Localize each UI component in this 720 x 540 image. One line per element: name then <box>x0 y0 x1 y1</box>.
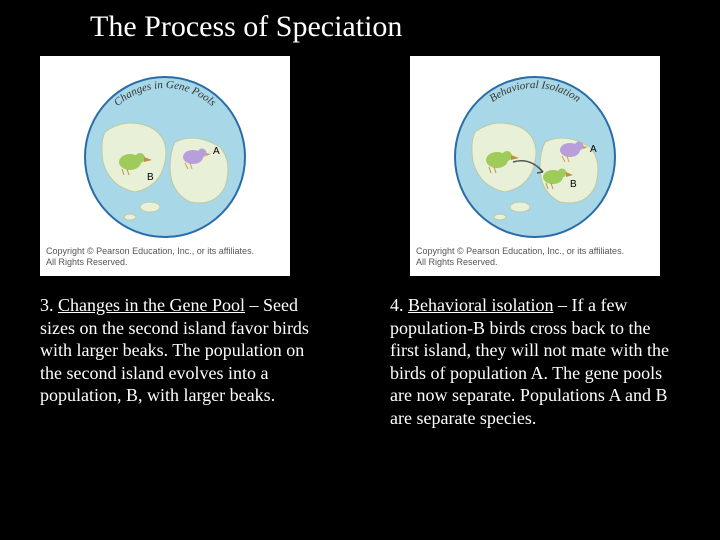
copyright-left: Copyright © Pearson Education, Inc., or … <box>46 246 284 268</box>
copyright-right: Copyright © Pearson Education, Inc., or … <box>416 246 654 268</box>
diagram-gene-pool: Changes in Gene Pools <box>40 56 290 276</box>
label-b-r: B <box>570 179 577 190</box>
slide: The Process of Speciation Changes in Gen… <box>0 0 720 540</box>
label-a-r: A <box>590 144 597 155</box>
gene-pool-svg: Changes in Gene Pools <box>75 62 255 242</box>
heading-right: Behavioral isolation <box>408 295 553 315</box>
slide-title: The Process of Speciation <box>90 10 680 44</box>
columns: Changes in Gene Pools <box>40 56 680 429</box>
column-left: Changes in Gene Pools <box>40 56 330 429</box>
text-right: 4. Behavioral isolation – If a few popul… <box>390 294 680 429</box>
label-a: A <box>213 146 220 157</box>
heading-left: Changes in the Gene Pool <box>58 295 245 315</box>
text-left: 3. Changes in the Gene Pool – Seed sizes… <box>40 294 330 407</box>
label-b: B <box>147 172 154 183</box>
diagram-behavioral: Behavioral Isolation <box>410 56 660 276</box>
column-right: Behavioral Isolation <box>390 56 680 429</box>
behavioral-svg: Behavioral Isolation <box>445 62 625 242</box>
